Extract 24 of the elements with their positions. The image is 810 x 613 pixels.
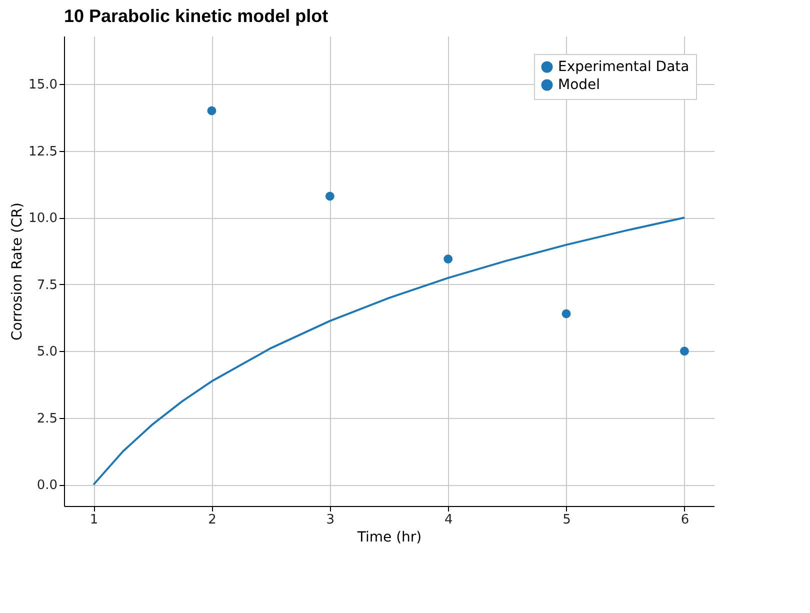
y-tick-label: 15.0 xyxy=(28,78,58,93)
x-tick-label: 5 xyxy=(562,512,571,528)
legend-label: Model xyxy=(558,77,600,93)
x-tick-label: 3 xyxy=(326,512,335,528)
legend-label: Experimental Data xyxy=(558,59,690,75)
y-tick-label: 5.0 xyxy=(36,344,58,360)
x-axis-title: Time (hr) xyxy=(356,530,422,546)
x-tick-label: 4 xyxy=(444,512,453,528)
point xyxy=(680,346,689,356)
x-tick-label: 6 xyxy=(680,512,690,528)
y-tick-label: 0.0 xyxy=(36,478,58,494)
point xyxy=(325,192,334,201)
y-tick-label: 2.5 xyxy=(36,411,58,426)
point xyxy=(207,106,216,116)
line-series xyxy=(92,216,686,486)
x-tick-label: 1 xyxy=(90,512,98,528)
chart-title: 10 Parabolic kinetic model plot xyxy=(64,6,328,26)
y-tick-label: 7.5 xyxy=(36,278,58,293)
y-tick-label: 10.0 xyxy=(28,211,58,226)
point xyxy=(562,309,571,318)
x-tick-label: 2 xyxy=(208,512,216,528)
y-axis-title: Corrosion Rate (CR) xyxy=(10,202,26,340)
point xyxy=(444,254,453,264)
y-tick-label: 12.5 xyxy=(28,144,58,160)
